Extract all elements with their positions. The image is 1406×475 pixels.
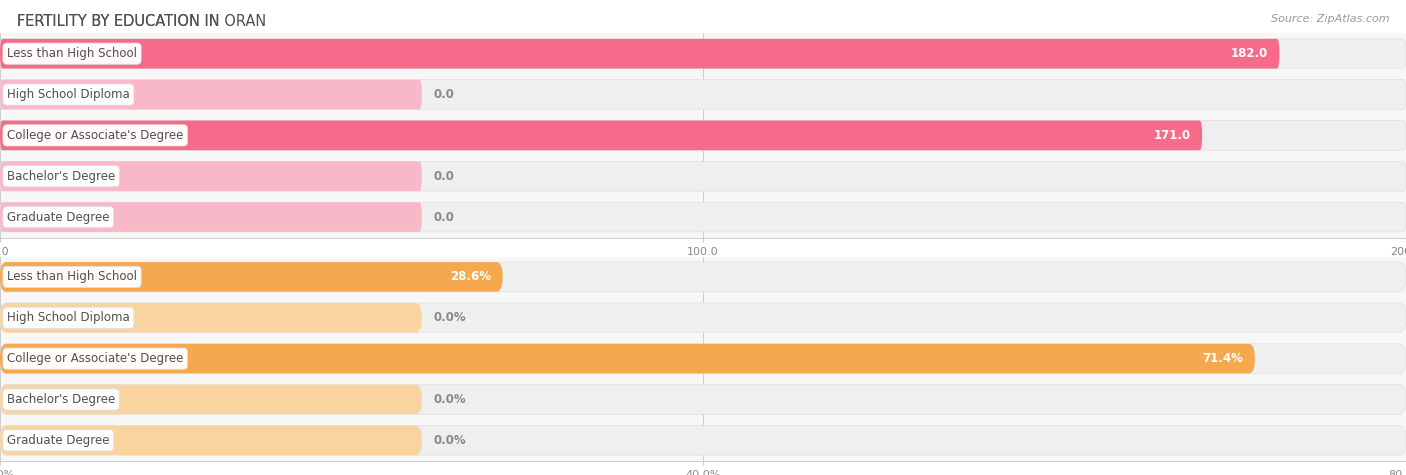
Text: College or Associate's Degree: College or Associate's Degree — [7, 129, 183, 142]
Text: 0.0%: 0.0% — [433, 434, 465, 447]
Text: Bachelor's Degree: Bachelor's Degree — [7, 170, 115, 183]
Text: 71.4%: 71.4% — [1202, 352, 1244, 365]
FancyBboxPatch shape — [0, 385, 1406, 414]
Text: High School Diploma: High School Diploma — [7, 311, 129, 324]
Text: 0.0: 0.0 — [433, 210, 454, 224]
FancyBboxPatch shape — [0, 262, 1406, 292]
Text: Less than High School: Less than High School — [7, 47, 136, 60]
Text: FERTILITY BY EDUCATION IN ORAN: FERTILITY BY EDUCATION IN ORAN — [17, 14, 266, 29]
FancyBboxPatch shape — [0, 162, 1406, 191]
FancyBboxPatch shape — [0, 385, 422, 414]
Text: College or Associate's Degree: College or Associate's Degree — [7, 352, 183, 365]
Text: 0.0: 0.0 — [433, 88, 454, 101]
Text: Graduate Degree: Graduate Degree — [7, 434, 110, 447]
FancyBboxPatch shape — [0, 262, 503, 292]
Text: Less than High School: Less than High School — [7, 270, 136, 284]
Text: Source: ZipAtlas.com: Source: ZipAtlas.com — [1271, 14, 1389, 24]
Text: 171.0: 171.0 — [1154, 129, 1191, 142]
FancyBboxPatch shape — [0, 121, 1406, 150]
FancyBboxPatch shape — [0, 80, 1406, 109]
Text: High School Diploma: High School Diploma — [7, 88, 129, 101]
Text: Bachelor's Degree: Bachelor's Degree — [7, 393, 115, 406]
Text: FERTILITY BY EDUCATION IN: FERTILITY BY EDUCATION IN — [17, 14, 224, 29]
Text: 0.0%: 0.0% — [433, 393, 465, 406]
FancyBboxPatch shape — [0, 39, 1406, 68]
FancyBboxPatch shape — [0, 303, 422, 332]
FancyBboxPatch shape — [0, 162, 422, 191]
FancyBboxPatch shape — [0, 344, 1256, 373]
Text: 28.6%: 28.6% — [450, 270, 492, 284]
Text: Graduate Degree: Graduate Degree — [7, 210, 110, 224]
Text: 182.0: 182.0 — [1232, 47, 1268, 60]
Text: 0.0%: 0.0% — [433, 311, 465, 324]
FancyBboxPatch shape — [0, 426, 422, 455]
FancyBboxPatch shape — [0, 80, 422, 109]
FancyBboxPatch shape — [0, 202, 422, 232]
FancyBboxPatch shape — [0, 344, 1406, 373]
Text: 0.0: 0.0 — [433, 170, 454, 183]
FancyBboxPatch shape — [0, 303, 1406, 332]
FancyBboxPatch shape — [0, 426, 1406, 455]
FancyBboxPatch shape — [0, 121, 1202, 150]
FancyBboxPatch shape — [0, 39, 1279, 68]
Text: FERTILITY BY EDUCATION IN ORAN: FERTILITY BY EDUCATION IN ORAN — [17, 14, 266, 29]
FancyBboxPatch shape — [0, 202, 1406, 232]
